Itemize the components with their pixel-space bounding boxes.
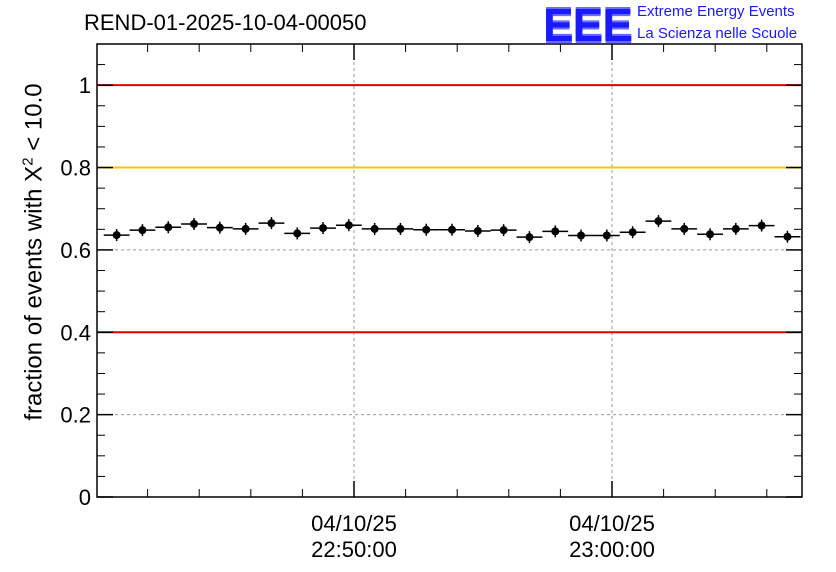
data-point	[232, 222, 259, 235]
marker	[680, 224, 689, 233]
marker	[551, 227, 560, 236]
axes: 00.20.40.60.8104/10/2522:50:0004/10/2523…	[60, 43, 803, 562]
grid	[97, 44, 802, 497]
logo-line-1: Extreme Energy Events	[637, 3, 795, 20]
marker	[448, 225, 457, 234]
data-point	[206, 221, 233, 234]
marker	[628, 228, 637, 237]
y-tick-label: 0.4	[60, 320, 91, 345]
marker	[267, 219, 276, 228]
data-point	[439, 223, 465, 236]
marker	[731, 224, 740, 233]
marker	[138, 226, 147, 235]
data-point	[464, 224, 491, 237]
data-point	[593, 229, 620, 242]
data-point	[645, 215, 672, 228]
marker	[344, 221, 353, 230]
data-point	[542, 225, 569, 238]
marker	[241, 224, 250, 233]
x-tick-label-time: 23:00:00	[569, 537, 655, 562]
x-tick-label-date: 04/10/25	[311, 511, 397, 536]
data-point	[516, 231, 543, 244]
marker	[499, 226, 508, 235]
data-point	[387, 222, 414, 235]
y-axis-label: fraction of events with X2 < 10.0	[20, 83, 49, 420]
marker	[370, 224, 379, 233]
y-tick-label: 0.8	[60, 156, 91, 181]
marker	[422, 225, 431, 234]
marker	[164, 223, 173, 232]
eee-logo: EEE Extreme Energy Events La Scienza nel…	[543, 0, 833, 51]
data-point	[568, 229, 594, 242]
logo-line-2: La Scienza nelle Scuole	[637, 25, 798, 42]
data-point	[103, 229, 130, 242]
marker	[293, 229, 302, 238]
marker	[473, 226, 482, 235]
marker	[757, 221, 766, 230]
data-point	[748, 219, 775, 232]
data-point	[129, 224, 156, 237]
data-point	[361, 222, 388, 235]
data-point	[619, 226, 646, 239]
y-tick-label: 0	[79, 485, 91, 510]
y-axis-label-prefix: fraction of events with	[20, 181, 48, 421]
y-tick-label: 0.2	[60, 403, 91, 428]
y-tick-label: 1	[79, 73, 91, 98]
marker	[190, 219, 199, 228]
data-point	[155, 221, 182, 234]
marker	[783, 232, 792, 241]
y-axis-label-symbol: X	[20, 165, 48, 182]
data-point	[774, 230, 801, 243]
y-axis-label-sup: 2	[19, 157, 37, 166]
data-point	[671, 222, 698, 235]
marker	[602, 231, 611, 240]
data-point	[722, 222, 749, 235]
data-point	[181, 217, 207, 230]
data-point	[258, 217, 285, 230]
marker	[525, 233, 534, 242]
data-point	[413, 223, 440, 236]
x-tick-label-date: 04/10/25	[569, 511, 655, 536]
eee-logo-mark: EEE	[543, 0, 633, 51]
plot-frame	[96, 43, 803, 498]
data-point	[284, 227, 311, 240]
marker	[706, 230, 715, 239]
run-title: REND-01-2025-10-04-00050	[84, 10, 367, 35]
reference-lines	[97, 84, 802, 334]
marker	[215, 223, 224, 232]
data-point	[697, 228, 723, 241]
marker	[112, 231, 121, 240]
data-points	[103, 215, 801, 244]
x-tick-label-time: 22:50:00	[311, 537, 397, 562]
marker	[577, 231, 586, 240]
data-point	[335, 219, 362, 232]
marker	[319, 224, 328, 233]
y-tick-label: 0.6	[60, 238, 91, 263]
data-point	[310, 222, 336, 235]
marker	[654, 217, 663, 226]
y-axis-label-suffix: < 10.0	[20, 83, 48, 158]
data-point	[490, 224, 517, 237]
marker	[396, 224, 405, 233]
